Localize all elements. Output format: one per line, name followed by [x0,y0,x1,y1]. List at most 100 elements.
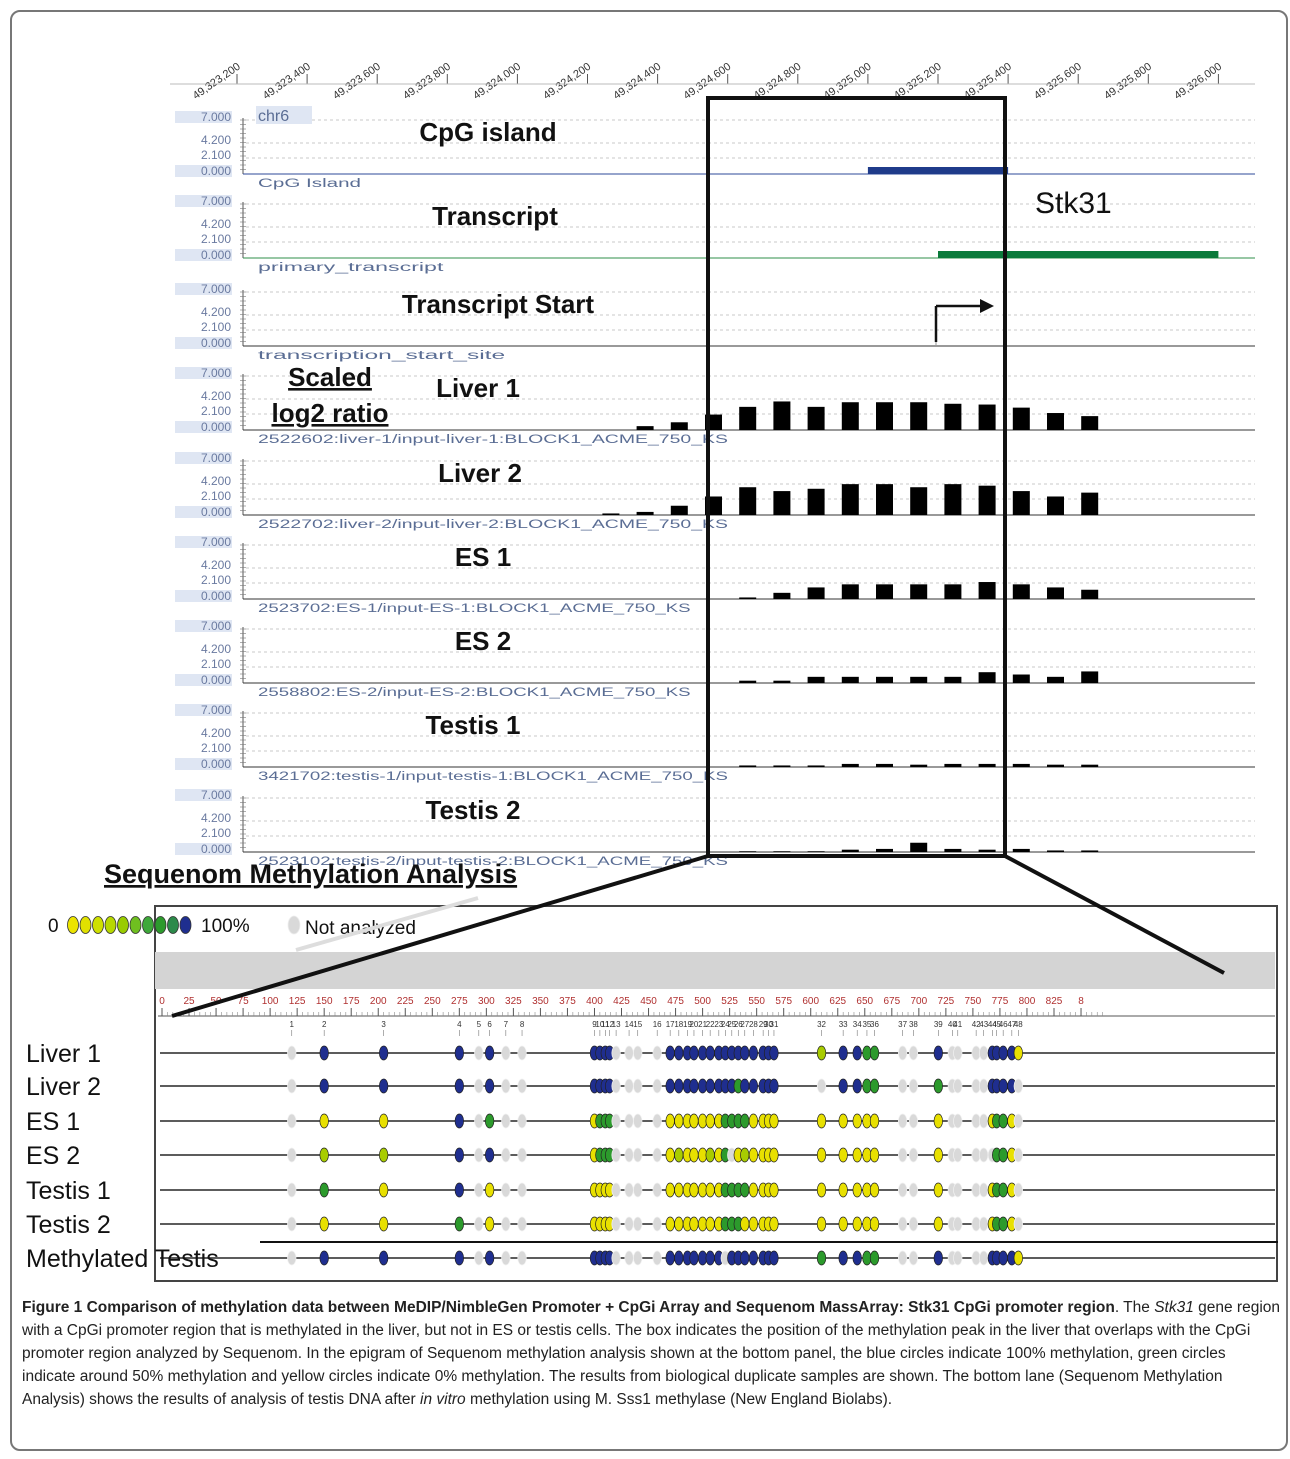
coordinate-tick-label: 49,323,200 [191,61,243,102]
y-tick-label: 2.100 [201,148,231,162]
sample-label: Testis 2 [26,1211,111,1239]
cpg-site-circle [378,1113,389,1129]
cpg-site-circle [979,1045,989,1061]
y-tick-label: 0.000 [201,673,231,687]
cpg-site-label: 9 [592,1020,597,1029]
cpg-site-circle [769,1182,779,1198]
y-tick-bg [175,134,232,146]
legend-circle [167,916,179,934]
cpg-site-circle [816,1045,827,1061]
cpg-site-circle [748,1113,759,1129]
cpg-site-circle [769,1250,779,1266]
y-tick-bg [175,843,232,855]
coordinate-tick-label: 49,325,600 [1032,61,1084,102]
cpg-site-circle [1013,1250,1023,1266]
cpg-site-circle [624,1182,634,1198]
cpg-site-label: 41 [953,1020,962,1029]
legend-circle [179,916,192,934]
cpg-site-circle [484,1216,495,1232]
track-title: CpG island [419,117,556,147]
track-title: Testis 1 [426,710,521,740]
caption-text-3: methylation using M. Sss1 methylase (New… [465,1391,893,1408]
y-tick-label: 7.000 [201,451,231,465]
cpg-site-circle [869,1182,880,1198]
ruler-tick-label: 8 [1078,996,1084,1007]
data-bar [670,505,688,515]
y-tick-bg [175,490,232,502]
cpg-site-circle [454,1250,464,1266]
cpg-site-circle [816,1250,827,1266]
ruler-tick-label: 25 [183,996,195,1007]
scale-label-line1: Scaled [288,362,372,392]
y-tick-label: 7.000 [201,110,231,124]
cpg-site-circle [474,1045,484,1061]
cpg-site-circle [652,1045,662,1061]
track-title: Liver 1 [436,373,520,403]
cpg-site-label: 24 [721,1020,730,1029]
data-bar [1012,763,1030,767]
cpg-site-circle [484,1182,495,1198]
sequenom-row-2 [160,1113,1275,1129]
cpg-site-circle [740,1216,750,1232]
cpg-site-circle [979,1113,989,1129]
data-bar [1012,848,1030,852]
cpg-site-label: 21 [698,1020,707,1029]
cpg-site-label: 39 [934,1020,943,1029]
y-tick-bg [175,475,232,487]
ruler-tick-label: 225 [397,996,414,1007]
cpg-site-circle [1013,1113,1023,1129]
cpg-site-circle [689,1113,699,1129]
cpg-site-circle [319,1078,329,1094]
sample-label: Liver 2 [26,1073,101,1101]
cpg-site-circle [689,1250,699,1266]
cpg-site-circle [287,1147,297,1163]
cpg-site-circle [611,1078,621,1094]
ruler-tick-label: 625 [829,996,846,1007]
coordinate-tick-label: 49,324,800 [752,61,804,102]
cpg-site-circle [319,1250,329,1266]
cpg-site-circle [674,1250,684,1266]
data-bar [978,404,996,430]
cpg-site-circle [674,1147,684,1163]
tss-arrow-head [980,299,994,313]
y-tick-bg [175,195,232,207]
zoom-connector-left-highlight [295,896,479,952]
cpg-site-label: 31 [770,1020,779,1029]
cpg-site-label: 19 [683,1020,692,1029]
cpg-site-circle [933,1147,943,1163]
cpg-site-label: 43 [979,1020,988,1029]
cpg-site-circle [378,1250,389,1266]
y-tick-label: 2.100 [201,826,231,840]
y-tick-label: 0.000 [201,420,231,434]
cpg-site-circle [933,1216,943,1232]
ruler-tick-label: 0 [159,996,165,1007]
cpg-site-circle [816,1113,827,1129]
data-bar [876,584,893,599]
figure-caption: Figure 1 Comparison of methylation data … [22,1296,1280,1411]
y-tick-bg [175,321,232,333]
cpg-site-circle [484,1045,495,1061]
y-tick-label: 2.100 [201,489,231,503]
cpg-site-circle [287,1250,297,1266]
track-sublabel: CpG Island [258,178,361,190]
data-bar [807,676,825,683]
cpg-site-label: 44 [988,1020,997,1029]
cpg-site-circle [769,1216,779,1232]
data-bar [876,676,893,683]
caption-in-vitro: in vitro [420,1391,466,1408]
y-tick-bg [175,758,232,770]
cpg-site-circle [624,1250,634,1266]
coordinate-tick-label: 49,323,600 [331,61,383,102]
track-title: ES 1 [455,542,511,572]
cpg-site-circle [517,1147,527,1163]
cpg-site-circle [953,1216,963,1232]
data-bar [910,487,928,515]
ruler-tick-label: 650 [856,996,873,1007]
cpg-site-label: 14 [625,1020,634,1029]
y-tick-label: 7.000 [201,703,231,717]
cpg-site-circle [674,1216,684,1232]
ruler-tick-label: 100 [262,996,279,1007]
figure-graphic: 49,323,200 49,323,400 49,323,600 49,323,800… [26,61,1278,1282]
data-bar [807,406,825,430]
y-tick-label: 0.000 [201,757,231,771]
